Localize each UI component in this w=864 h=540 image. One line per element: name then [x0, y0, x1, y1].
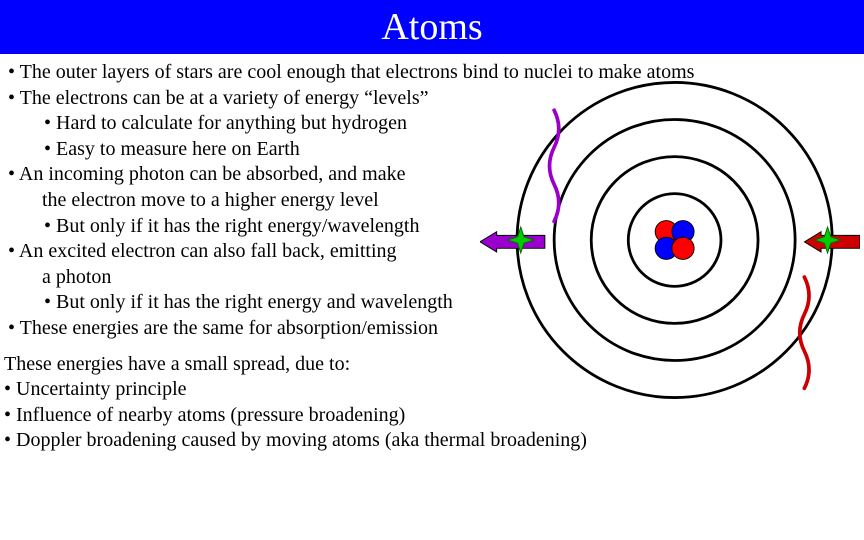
atom-diagram [480, 80, 860, 400]
title-bar: Atoms [0, 0, 864, 54]
page-title: Atoms [381, 5, 482, 49]
lower-2: Influence of nearby atoms (pressure broa… [4, 403, 856, 429]
lower-3: Doppler broadening caused by moving atom… [4, 428, 856, 454]
